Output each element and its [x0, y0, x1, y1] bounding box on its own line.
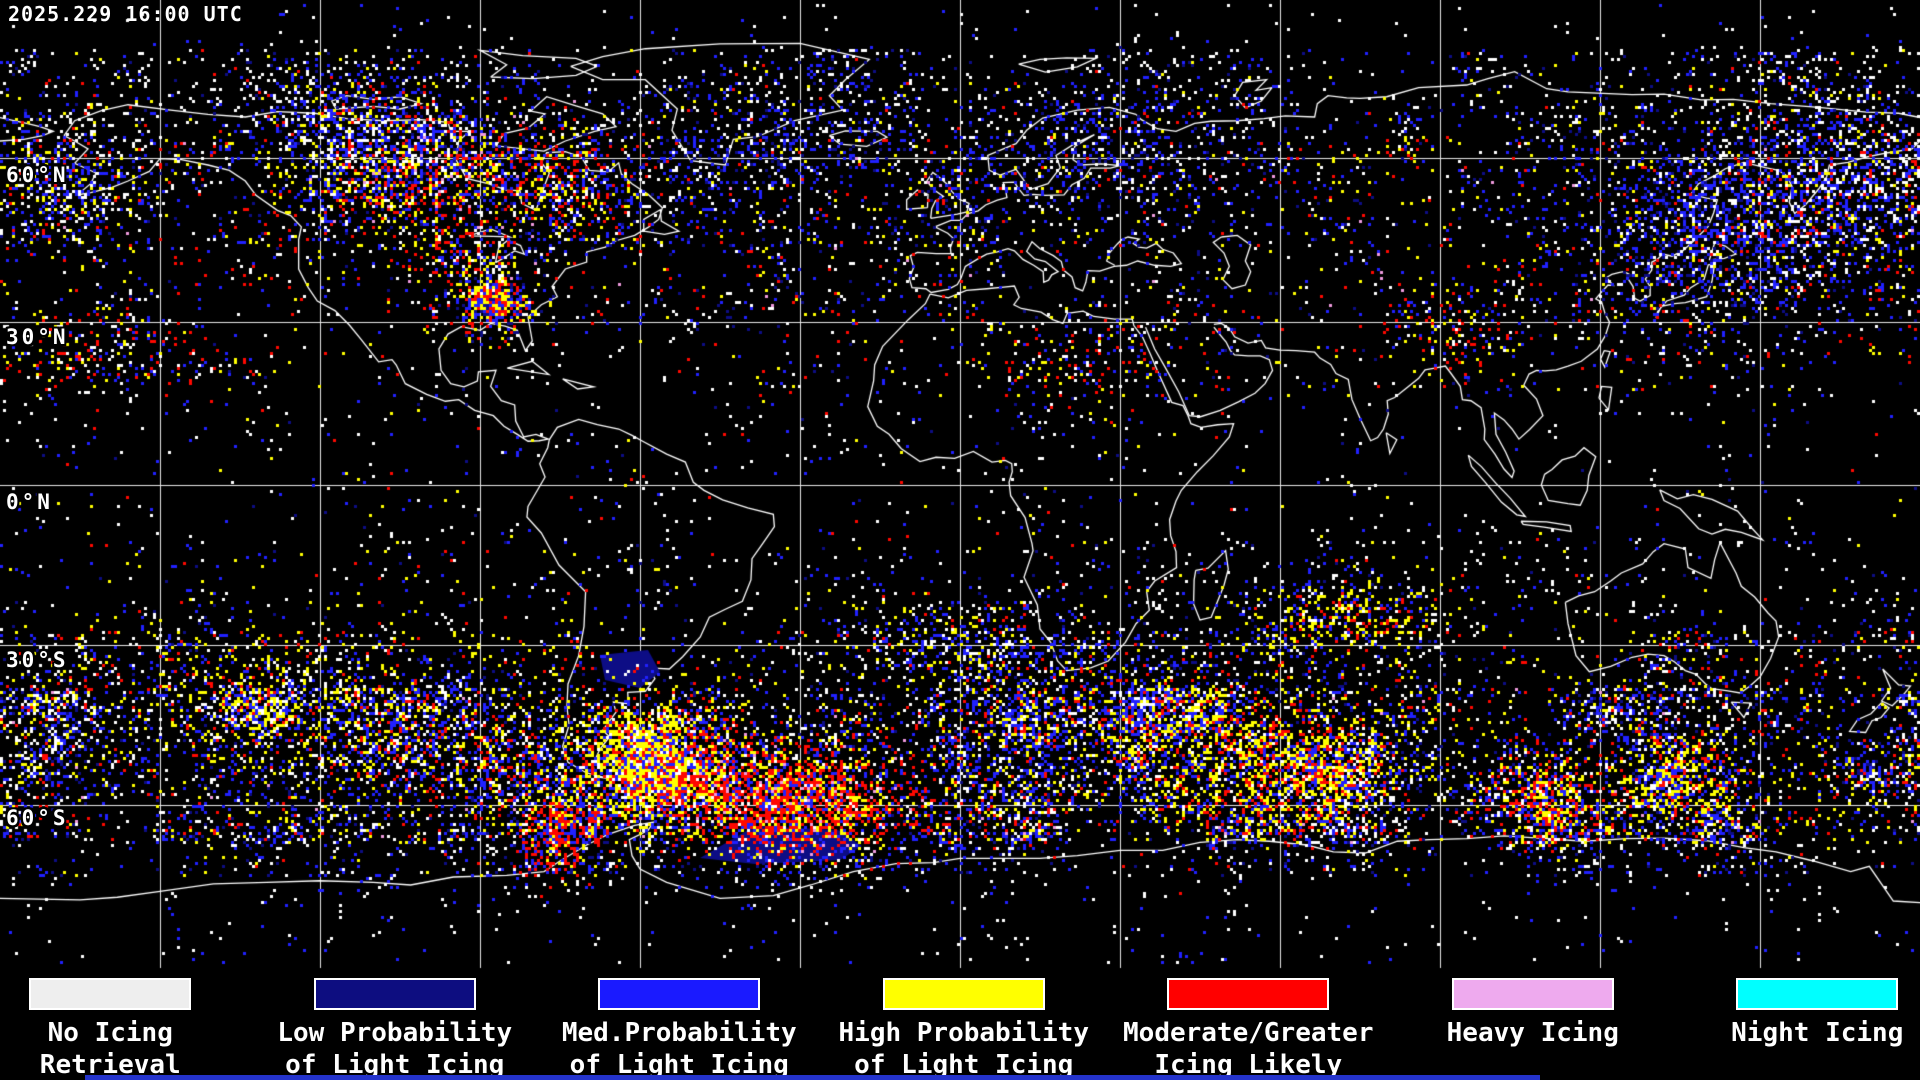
world-icing-map — [0, 0, 1920, 970]
legend-label: Moderate/Greater — [1123, 1018, 1374, 1048]
legend-label: High Probability — [838, 1018, 1089, 1048]
legend-item-high-prob-light-icing: High Probability of Light Icing — [822, 978, 1107, 1080]
legend-swatch-no-icing-retrieval — [29, 978, 192, 1010]
legend-item-moderate-greater-icing: Moderate/Greater Icing Likely — [1106, 978, 1391, 1080]
legend-swatch-high-prob-light-icing — [882, 978, 1045, 1010]
legend-swatch-low-prob-light-icing — [313, 978, 476, 1010]
latitude-label: 60°N — [6, 163, 69, 187]
latitude-label: 30°N — [6, 325, 69, 349]
legend-label: No Icing — [47, 1018, 173, 1048]
latitude-label: 30°S — [6, 648, 69, 672]
legend-item-no-icing-retrieval: No Icing Retrieval — [0, 978, 253, 1080]
legend-label: Low Probability — [277, 1018, 513, 1048]
footer-strip — [85, 1075, 1540, 1080]
legend-item-night-icing: Night Icing — [1675, 978, 1920, 1080]
legend-swatch-med-prob-light-icing — [598, 978, 761, 1010]
legend-label: Night Icing — [1731, 1018, 1904, 1048]
latitude-label: 0°N — [6, 490, 53, 514]
legend: No Icing Retrieval Low Probability of Light… — [0, 978, 1920, 1080]
legend-swatch-heavy-icing — [1451, 978, 1614, 1010]
legend-label: Med.Probability — [561, 1018, 797, 1048]
legend-label: Heavy Icing — [1446, 1018, 1619, 1048]
legend-swatch-night-icing — [1736, 978, 1899, 1010]
timestamp: 2025.229 16:00 UTC — [8, 2, 243, 26]
latitude-label: 60°S — [6, 806, 69, 830]
legend-item-med-prob-light-icing: Med.Probability of Light Icing — [537, 978, 822, 1080]
legend-swatch-moderate-greater-icing — [1167, 978, 1330, 1010]
legend-item-low-prob-light-icing: Low Probability of Light Icing — [253, 978, 538, 1080]
legend-item-heavy-icing: Heavy Icing — [1391, 978, 1676, 1080]
